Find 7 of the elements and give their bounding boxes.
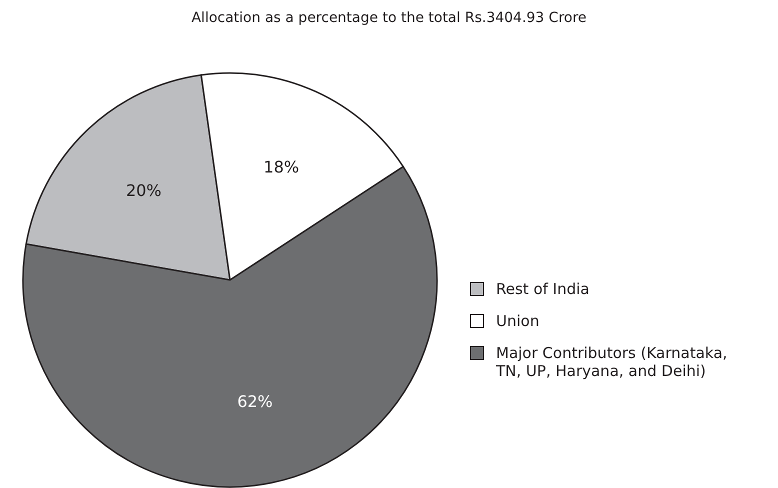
data-label: 20% <box>126 181 162 200</box>
chart-title: Allocation as a percentage to the total Rs.3404.93 Crore <box>190 10 588 26</box>
data-label: 62% <box>237 392 273 412</box>
legend-label: Union <box>496 312 540 330</box>
legend-label: Major Contributors (Karnataka, TN, UP, Haryana, and Deihi) <box>496 344 728 380</box>
data-label: 18% <box>264 157 300 176</box>
legend-label: Rest of India <box>496 280 590 298</box>
